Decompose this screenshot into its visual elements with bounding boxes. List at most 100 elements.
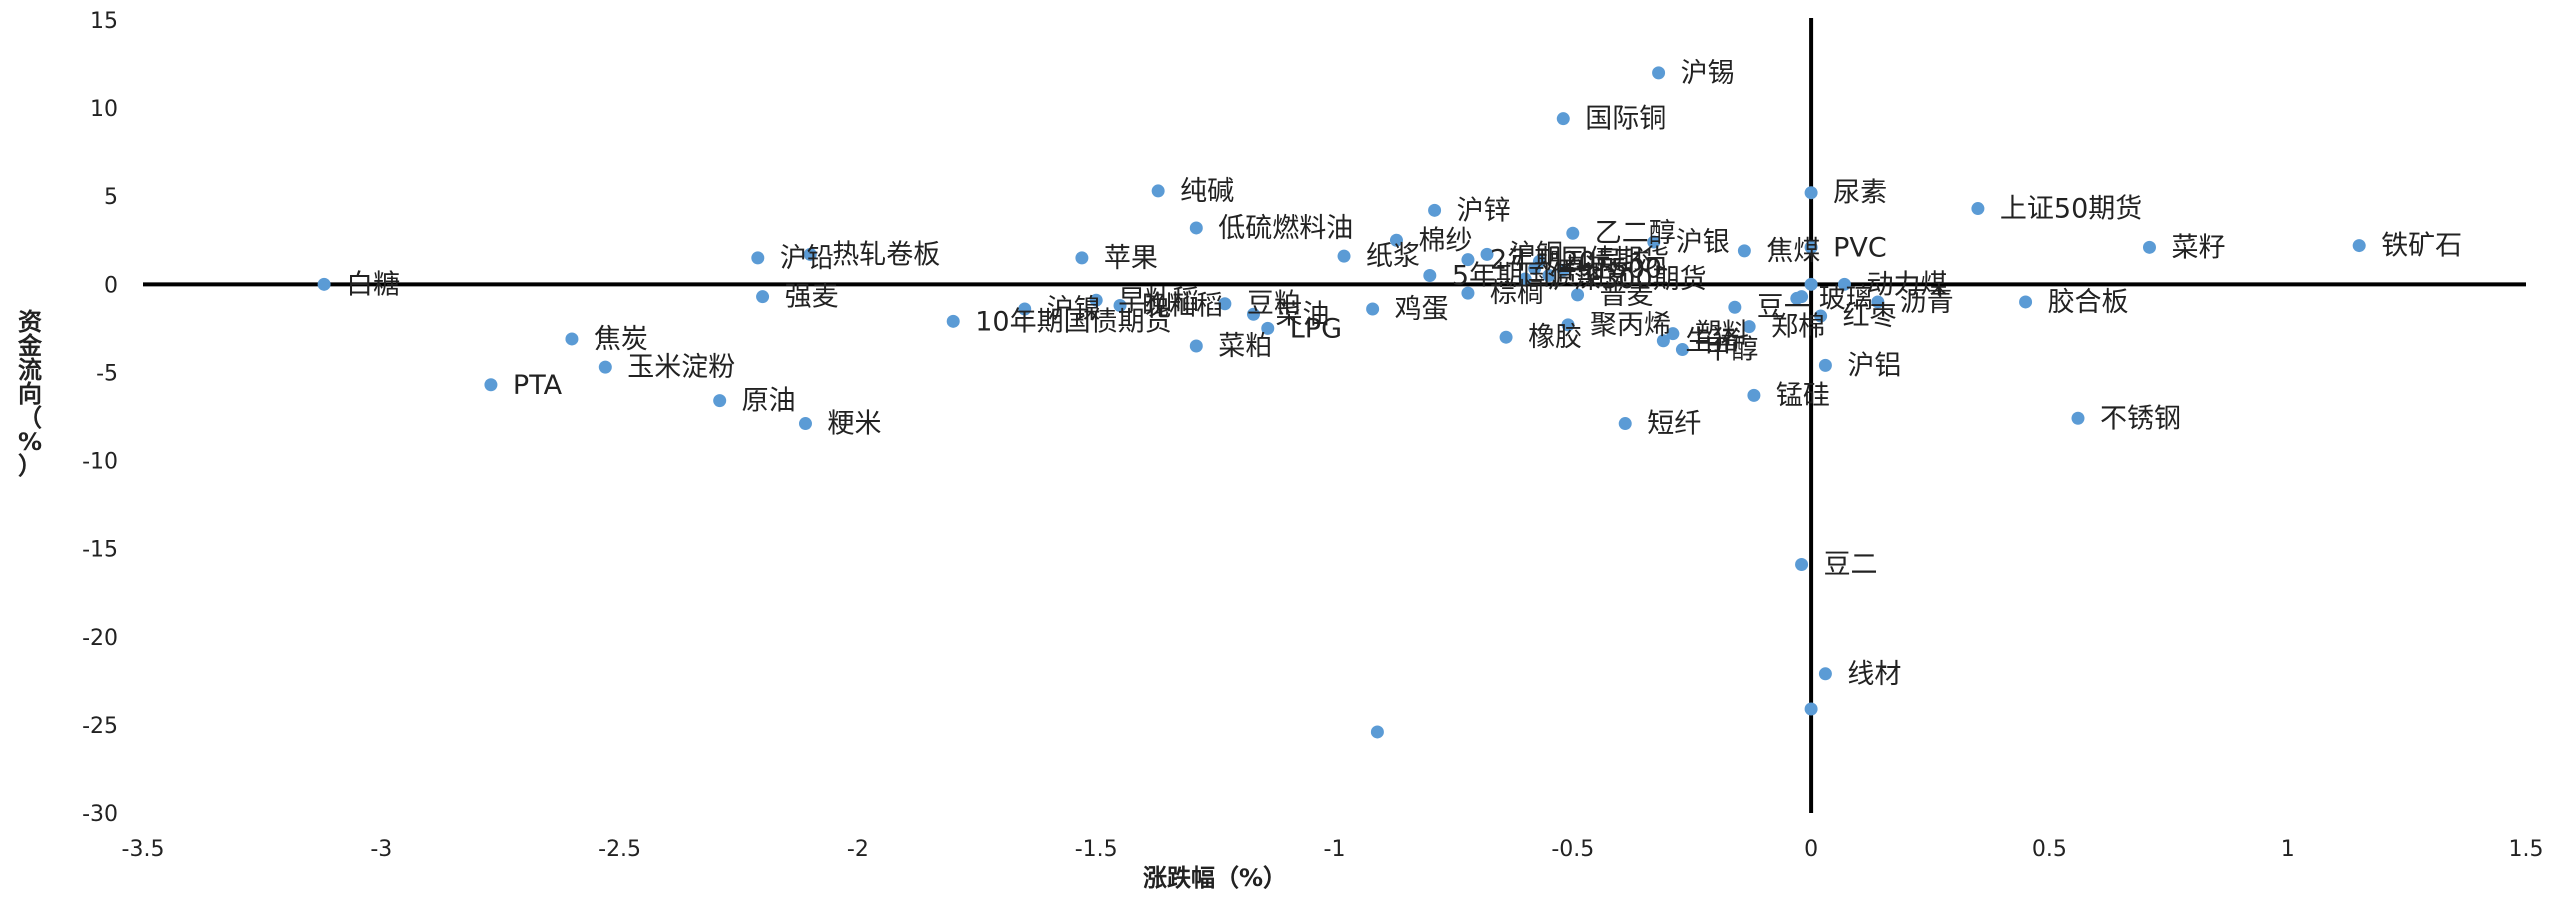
data-points [317, 66, 2366, 739]
data-label: LPG [1290, 313, 1342, 344]
data-label: 菜籽 [2171, 232, 2225, 263]
data-label: 锰硅 [1776, 380, 1830, 411]
data-label: 尿素 [1833, 178, 1887, 209]
data-label: 乙二醇 [1595, 218, 1676, 249]
data-point [1837, 277, 1851, 291]
data-label: 玻璃 [1819, 283, 1873, 314]
data-label: 郑棉 [1771, 312, 1825, 343]
data-point [1804, 186, 1818, 200]
data-label: 低硫燃料油 [1218, 213, 1353, 244]
data-label: 20号胶 [1561, 246, 1649, 277]
data-label: 晚籼稻 [1142, 290, 1223, 321]
data-label: 豆一 [1757, 292, 1811, 323]
data-label: 动力煤 [1866, 269, 1947, 300]
data-point [484, 378, 498, 392]
data-label: 2年期国债期货 [1490, 245, 1669, 276]
data-point [1814, 309, 1828, 323]
data-point [1499, 330, 1513, 344]
data-point [1370, 725, 1384, 739]
data-point [1871, 295, 1885, 309]
data-label: 铁矿石 [2381, 231, 2462, 262]
data-label: 短纤 [1647, 409, 1701, 440]
data-point [2142, 240, 2156, 254]
y-tick-label: -20 [82, 626, 118, 651]
data-label: 沪铜 [1509, 239, 1563, 270]
x-tick-label: 1.5 [2509, 837, 2544, 862]
data-label: 豆粕 [1247, 289, 1301, 320]
data-point [1647, 235, 1661, 249]
x-tick-label: 0.5 [2032, 837, 2067, 862]
data-point [1189, 339, 1203, 353]
data-point [1542, 269, 1556, 283]
x-tick-label: -2.5 [598, 837, 641, 862]
data-point [713, 394, 727, 408]
data-point [1018, 302, 1032, 316]
x-tick-label: 1 [2281, 837, 2295, 862]
x-tick-label: -0.5 [1551, 837, 1594, 862]
x-tick-label: -2 [847, 837, 869, 862]
data-point [1656, 334, 1670, 348]
data-label: 纯碱 [1180, 176, 1234, 207]
data-label: 塑料 [1695, 319, 1749, 350]
data-point [1556, 263, 1570, 277]
data-label: 国际铜 [1585, 104, 1666, 135]
data-point [1528, 261, 1542, 275]
data-point [803, 247, 817, 261]
data-point [1561, 318, 1575, 332]
y-tick-label: -10 [82, 450, 118, 475]
data-label: 纸浆 [1366, 241, 1420, 272]
y-tick-label: -5 [96, 361, 118, 386]
data-label: 棕榈 [1490, 278, 1544, 309]
data-label: 玉米淀粉 [627, 352, 735, 383]
data-label: 焦炭 [594, 324, 648, 355]
y-tick-labels: 15 10 5 0 -5 -10 -15 -20 -25 -30 [82, 9, 118, 827]
data-point [1747, 388, 1761, 402]
data-label: 胶合板 [2048, 287, 2129, 318]
data-point [1113, 298, 1127, 312]
data-point [798, 417, 812, 431]
data-label: 沪锡 [1681, 58, 1735, 89]
data-label: 橡胶 [1528, 322, 1582, 353]
data-point [2019, 295, 2033, 309]
data-label: 普麦 [1600, 280, 1654, 311]
data-point [751, 251, 765, 265]
data-label: 焦煤 [1766, 236, 1820, 267]
data-point [1089, 293, 1103, 307]
data-point [1423, 269, 1437, 283]
data-label: 甲醇 [1704, 335, 1758, 366]
data-label: 沪银 [1676, 227, 1730, 258]
data-point [317, 277, 331, 291]
data-point [1480, 247, 1494, 261]
data-point [565, 332, 579, 346]
data-label: 沪铅 [780, 243, 834, 274]
data-point [2071, 411, 2085, 425]
x-tick-labels: -3.5 -3 -2.5 -2 -1.5 -1 -0.5 0 0.5 1 1.5 [122, 837, 2544, 862]
data-label: 菜粕 [1218, 331, 1272, 362]
data-label: 早籼稻 [1118, 285, 1199, 316]
data-label: 不锈钢 [2100, 403, 2181, 434]
data-point [598, 360, 612, 374]
data-point [1428, 203, 1442, 217]
data-point [1556, 112, 1570, 126]
data-label: 棉纱 [1418, 225, 1472, 256]
data-point [1804, 277, 1818, 291]
data-point [1075, 251, 1089, 265]
data-point [2352, 239, 2366, 253]
data-point [1571, 288, 1585, 302]
y-tick-label: 5 [104, 185, 118, 210]
data-point [1795, 558, 1809, 572]
y-tick-label: 10 [90, 97, 118, 122]
data-point [1461, 253, 1475, 267]
data-label: 沪镍 [1047, 294, 1101, 325]
data-label: 粳米 [827, 409, 881, 440]
data-label: 生猪 [1685, 326, 1739, 357]
data-point [1652, 66, 1666, 80]
data-point [1818, 667, 1832, 681]
data-point [1261, 321, 1275, 335]
y-tick-label: -15 [82, 538, 118, 563]
data-point [1337, 249, 1351, 263]
data-point [1737, 244, 1751, 258]
data-point [1189, 221, 1203, 235]
